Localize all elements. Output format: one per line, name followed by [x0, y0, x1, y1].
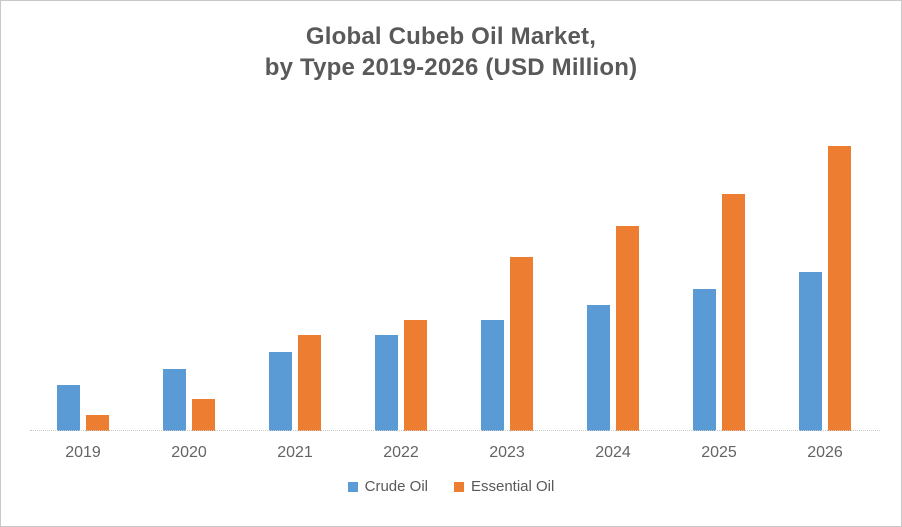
bar-essential-oil-2020 — [192, 399, 215, 431]
bar-crude-oil-2019 — [57, 385, 80, 431]
x-axis-label-2020: 2020 — [171, 444, 207, 461]
bar-crude-oil-2021 — [269, 352, 292, 431]
legend-item-crude-oil: Crude Oil — [347, 478, 428, 495]
x-axis-label-2026: 2026 — [807, 444, 843, 461]
bar-group-2021 — [242, 111, 348, 431]
x-axis-label-2023: 2023 — [489, 444, 525, 461]
bar-essential-oil-2026 — [828, 146, 851, 431]
bar-essential-oil-2024 — [616, 226, 639, 431]
bar-group-2026 — [772, 111, 878, 431]
legend-swatch-icon — [453, 481, 464, 492]
chart-title-line1: Global Cubeb Oil Market, — [305, 23, 597, 50]
chart-title: Global Cubeb Oil Market, by Type 2019-20… — [1, 21, 901, 83]
legend-item-essential-oil: Essential Oil — [453, 478, 555, 495]
x-axis-label-2021: 2021 — [277, 444, 313, 461]
legend-label: Crude Oil — [364, 478, 428, 495]
chart-title-line2: by Type 2019-2026 (USD Million) — [264, 54, 638, 81]
bar-crude-oil-2024 — [587, 305, 610, 431]
plot-area — [30, 111, 878, 431]
x-axis-label-2025: 2025 — [701, 444, 737, 461]
bar-group-2022 — [348, 111, 454, 431]
legend: Crude Oil Essential Oil — [1, 478, 901, 495]
bar-crude-oil-2023 — [481, 320, 504, 431]
bar-essential-oil-2021 — [298, 335, 321, 431]
bar-group-2019 — [30, 111, 136, 431]
bar-crude-oil-2022 — [375, 335, 398, 431]
x-axis-line — [30, 430, 880, 431]
bar-crude-oil-2020 — [163, 369, 186, 431]
bar-group-2023 — [454, 111, 560, 431]
x-axis-label-2019: 2019 — [65, 444, 101, 461]
bar-essential-oil-2023 — [510, 257, 533, 431]
x-axis-label-2024: 2024 — [595, 444, 631, 461]
bar-group-2024 — [560, 111, 666, 431]
bar-crude-oil-2025 — [693, 289, 716, 431]
x-axis-labels: 2019 2020 2021 2022 2023 2024 2025 2026 — [30, 444, 878, 462]
legend-swatch-icon — [347, 481, 358, 492]
bar-essential-oil-2022 — [404, 320, 427, 431]
bar-group-2025 — [666, 111, 772, 431]
legend-label: Essential Oil — [470, 478, 555, 495]
bar-crude-oil-2026 — [799, 272, 822, 431]
bar-essential-oil-2025 — [722, 194, 745, 431]
bar-group-2020 — [136, 111, 242, 431]
x-axis-label-2022: 2022 — [383, 444, 419, 461]
bar-essential-oil-2019 — [86, 415, 109, 431]
